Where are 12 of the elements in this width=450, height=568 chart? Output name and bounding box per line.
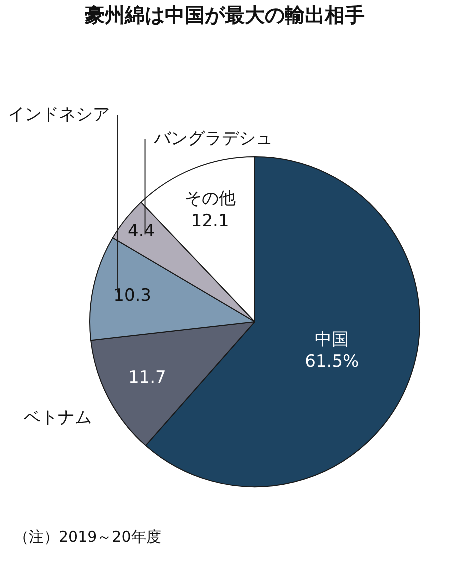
- slice-label: バングラデシュ: [153, 129, 273, 149]
- data-label: 10.3: [114, 286, 152, 306]
- data-label: 11.7: [128, 368, 166, 388]
- slice-label: その他: [184, 189, 236, 210]
- slice-label: インドネシア: [8, 105, 110, 125]
- slice-label: 中国: [315, 330, 350, 350]
- text: （注）2019～20年度: [14, 528, 162, 546]
- data-label: 61.5%: [305, 352, 360, 372]
- slice-label: ベトナム: [24, 408, 92, 428]
- chart-title: 豪州綿は中国が最大の輸出相手: [84, 3, 365, 27]
- data-label: 4.4: [128, 222, 156, 242]
- data-label: 12.1: [191, 211, 230, 232]
